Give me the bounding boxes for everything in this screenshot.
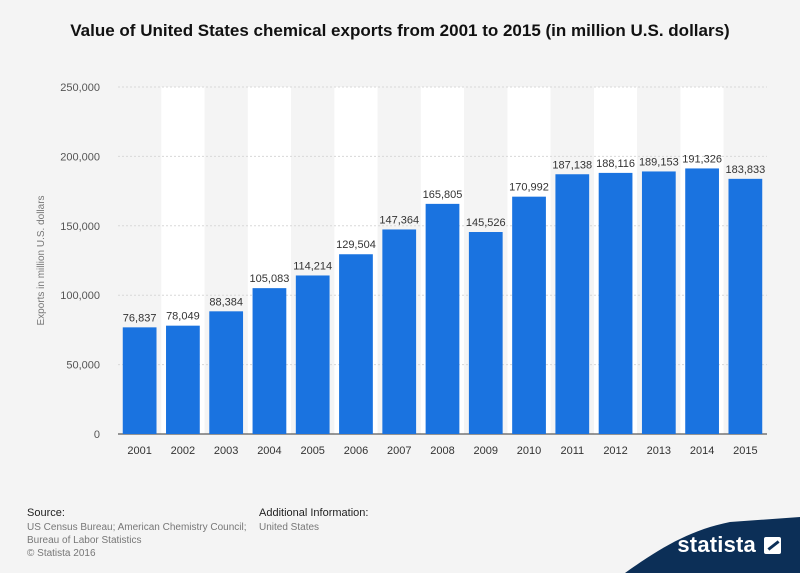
statista-logo-icon: [764, 537, 781, 554]
bar-2008: [425, 203, 460, 434]
x-tick-label: 2010: [517, 445, 541, 457]
x-tick-label: 2001: [127, 445, 151, 457]
x-tick-label: 2006: [344, 445, 368, 457]
value-label: 114,214: [293, 260, 332, 272]
bar-2004: [252, 288, 287, 434]
value-label: 78,049: [166, 311, 200, 323]
x-tick-label: 2011: [560, 445, 584, 457]
chart-title: Value of United States chemical exports …: [70, 21, 730, 40]
source-line: © Statista 2016: [27, 548, 96, 559]
additional-info-text[interactable]: United States: [259, 522, 320, 533]
bar-2013: [641, 171, 676, 435]
bar-2012: [598, 172, 633, 434]
value-label: 191,326: [682, 153, 722, 165]
bar-2003: [209, 311, 244, 434]
value-label: 189,153: [639, 156, 679, 168]
statista-logo[interactable]: statista: [677, 532, 756, 557]
source-line: US Census Bureau; American Chemistry Cou…: [27, 522, 247, 533]
bar-2006: [339, 254, 373, 434]
source-header: Source:: [27, 507, 65, 519]
bar-2015: [728, 178, 763, 434]
bar-2009: [468, 232, 503, 434]
x-tick-label: 2005: [300, 445, 324, 457]
x-tick-label: 2002: [171, 445, 195, 457]
y-tick-label: 0: [94, 429, 100, 441]
bar-2001: [122, 327, 157, 434]
bar-2010: [512, 196, 546, 434]
x-tick-label: 2015: [733, 445, 757, 457]
value-label: 129,504: [336, 239, 376, 251]
y-tick-label: 200,000: [60, 151, 100, 163]
value-label: 170,992: [509, 182, 549, 194]
value-label: 76,837: [123, 312, 157, 324]
brand-band-shape: [625, 517, 800, 573]
x-tick-label: 2007: [387, 445, 411, 457]
value-label: 105,083: [250, 273, 290, 285]
x-tick-label: 2014: [690, 445, 714, 457]
x-tick-label: 2004: [257, 445, 281, 457]
x-tick-label: 2013: [647, 445, 671, 457]
y-tick-label: 250,000: [60, 82, 100, 94]
value-label: 188,116: [596, 158, 635, 170]
y-axis-title: Exports in million U.S. dollars: [36, 195, 47, 325]
value-label: 147,364: [379, 214, 419, 226]
source-block: Source: US Census Bureau; American Chemi…: [27, 507, 247, 560]
x-tick-label: 2009: [474, 445, 498, 457]
x-tick-label: 2008: [430, 445, 454, 457]
bar-2007: [382, 229, 417, 434]
value-label: 183,833: [725, 164, 765, 176]
value-label: 187,138: [552, 159, 592, 171]
bar-2002: [166, 325, 200, 434]
value-label: 145,526: [466, 217, 506, 229]
x-tick-label: 2012: [603, 445, 627, 457]
y-tick-label: 50,000: [66, 360, 100, 372]
x-tick-label: 2003: [214, 445, 238, 457]
additional-info-header: Additional Information:: [259, 507, 369, 519]
value-label: 88,384: [209, 296, 243, 308]
y-tick-label: 150,000: [60, 221, 100, 233]
source-line: Bureau of Labor Statistics: [27, 535, 142, 546]
bar-2011: [555, 174, 590, 435]
bar-2014: [685, 168, 719, 434]
value-label: 165,805: [423, 189, 463, 201]
additional-info-block: Additional Information: United States: [259, 507, 459, 534]
bar-2005: [295, 275, 330, 434]
y-tick-label: 100,000: [60, 290, 100, 302]
